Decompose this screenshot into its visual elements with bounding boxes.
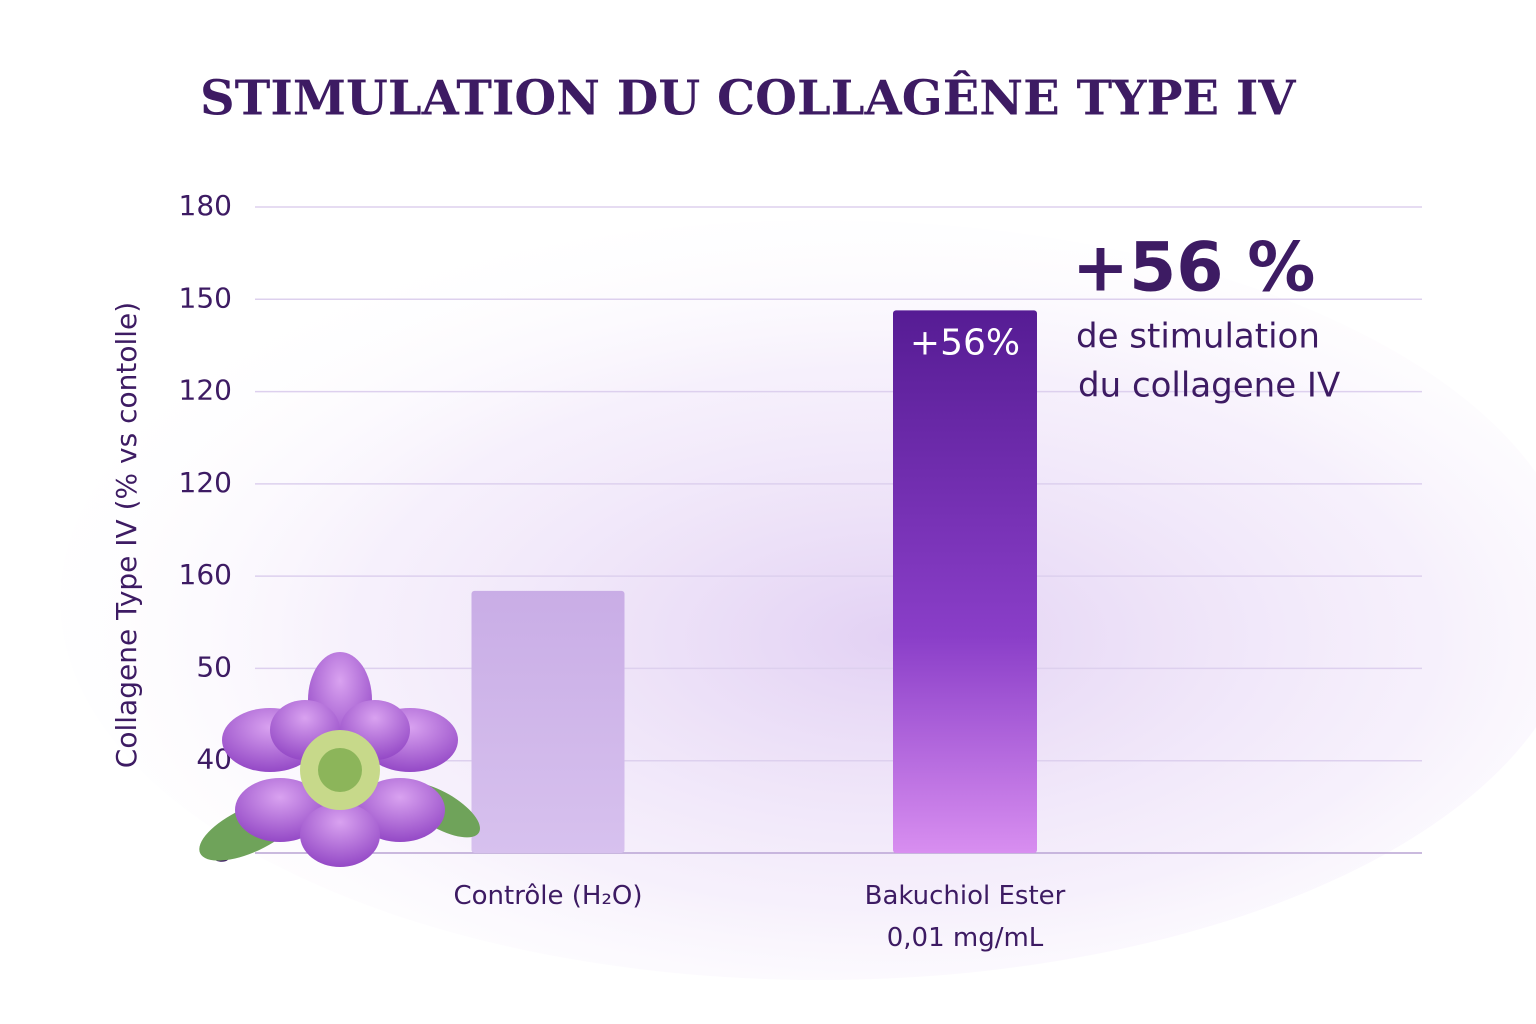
x-tick-label: Bakuchiol Ester 0,01 mg/mL: [864, 881, 1066, 953]
chart-title: STIMULATION DU COLLAGÊNE TYPE IV: [200, 70, 1296, 127]
y-tick-label: 180: [179, 189, 232, 222]
bar: [893, 310, 1037, 853]
highlight-value: +56 %: [1072, 229, 1315, 308]
y-tick-label: 120: [179, 374, 232, 407]
y-tick-label: 120: [179, 466, 232, 499]
flower-decoration: [199, 652, 480, 867]
bar-annotation: +56%: [910, 322, 1020, 363]
x-tick-label: Contrôle (H₂O): [453, 881, 643, 911]
highlight-text: du collagene IV: [1078, 366, 1340, 406]
plot-area: 34050160120120150180+56%+56 %de stimulat…: [179, 189, 1422, 868]
highlight-text: de stimulation: [1076, 317, 1320, 357]
bar: [471, 590, 625, 853]
y-tick-label: 50: [196, 650, 232, 683]
y-axis-label: Collagene Type IV (% vs contolle): [110, 302, 143, 768]
y-tick-label: 150: [179, 281, 232, 314]
y-tick-label: 160: [179, 558, 232, 591]
